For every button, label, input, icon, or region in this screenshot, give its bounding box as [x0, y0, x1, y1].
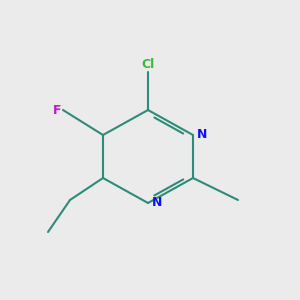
Text: N: N	[152, 196, 162, 209]
Text: N: N	[197, 128, 207, 142]
Text: F: F	[52, 103, 61, 116]
Text: Cl: Cl	[141, 58, 154, 71]
